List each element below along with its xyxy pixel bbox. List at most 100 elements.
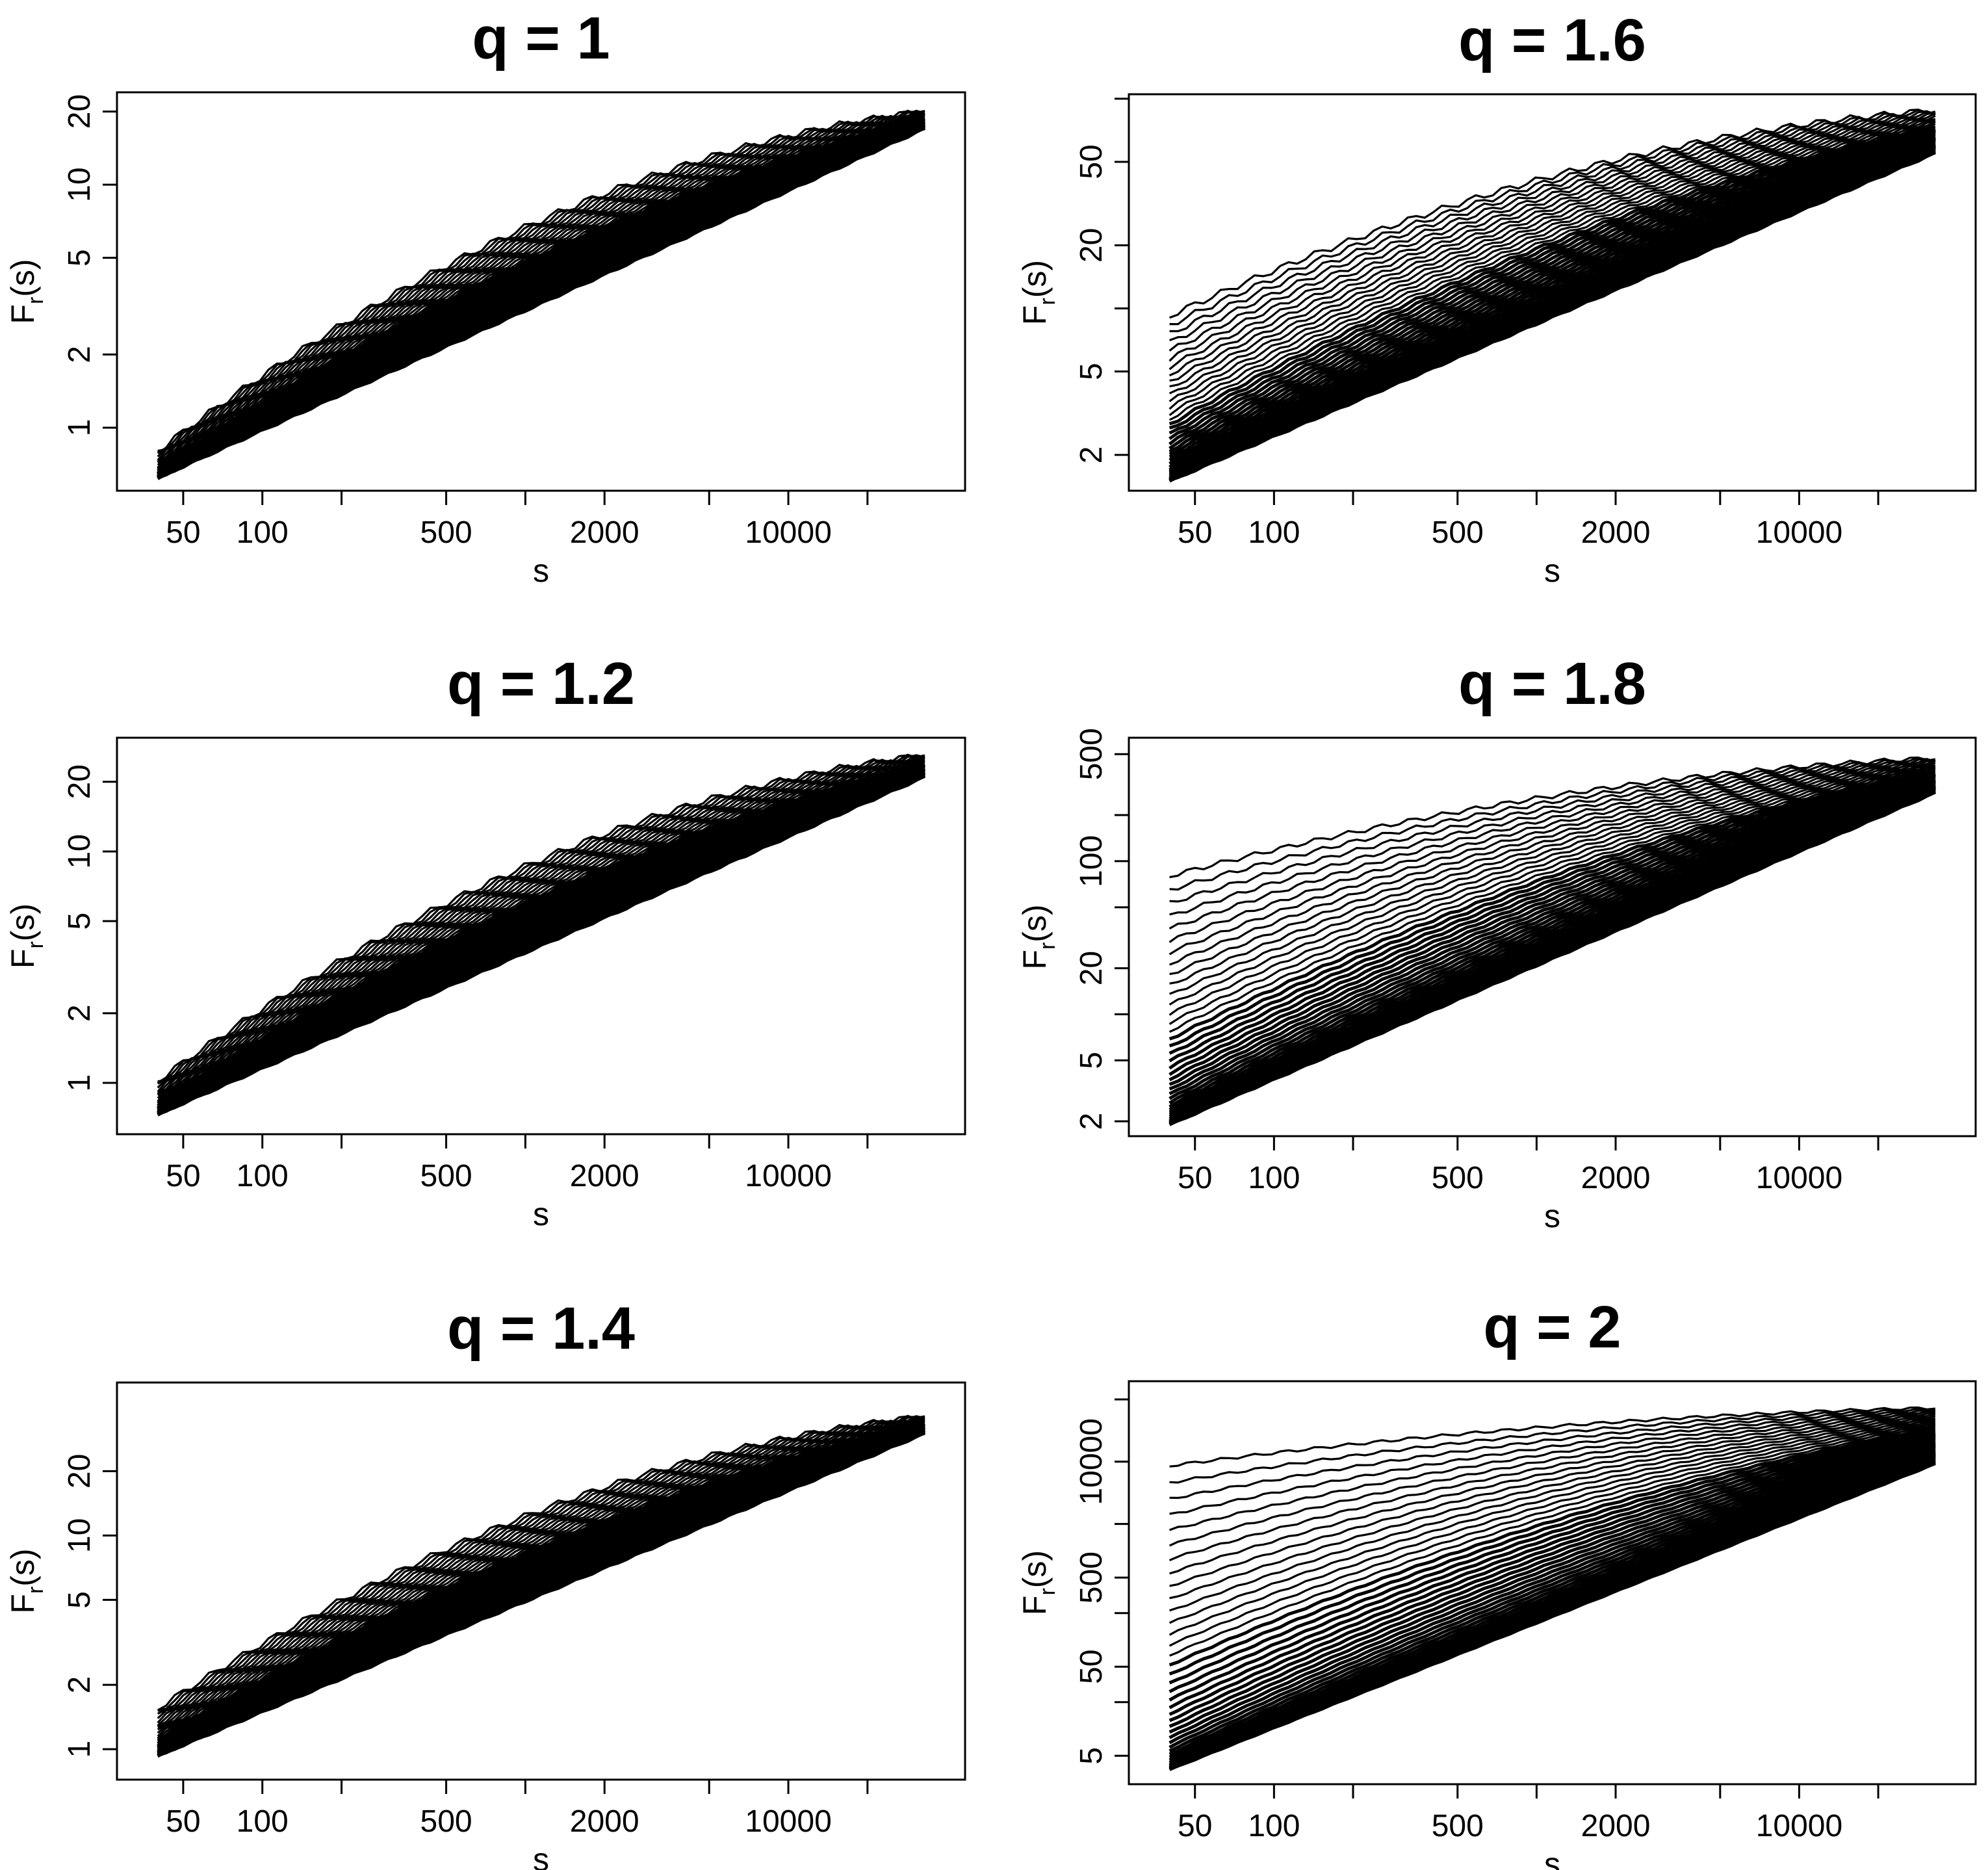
series-line (157, 115, 925, 470)
series-line (1168, 1435, 1936, 1709)
series-lines (157, 1414, 926, 1758)
series-line (1168, 1436, 1936, 1716)
series-line (157, 1420, 925, 1728)
series-line (1168, 760, 1936, 943)
y-axis: 2 5 20 100 500 Fr(s) (1016, 728, 1129, 1130)
y-tick-label: 20 (62, 94, 97, 129)
y-tick-label: 50 (1074, 144, 1109, 179)
series-line (157, 112, 925, 463)
series-line (1168, 146, 1937, 482)
y-axis: 2 5 20 50 Fr(s) (1016, 97, 1129, 463)
series-line (1168, 1431, 1936, 1693)
series-line (1168, 766, 1936, 1006)
series-line (1168, 1438, 1936, 1722)
y-tick-label: 5 (1074, 363, 1109, 380)
plot-box (116, 1381, 966, 1781)
series-line (1168, 1456, 1936, 1769)
series-lines (1168, 756, 1937, 1126)
panel-title: q = 1.2 (447, 651, 635, 717)
series-line (1168, 785, 1936, 1123)
series-line (1168, 1415, 1936, 1561)
series-line (1169, 764, 1936, 966)
series-line (1168, 1423, 1936, 1636)
x-tick-label: 500 (420, 1804, 472, 1839)
plot-box (116, 91, 966, 492)
series-lines (157, 109, 926, 480)
series-line (1168, 138, 1937, 471)
x-tick-label: 100 (1248, 1161, 1300, 1195)
x-axis-label: s (1544, 552, 1560, 589)
x-axis: 50 100 500 2000 10000 s (166, 1134, 869, 1232)
series-line (1168, 771, 1936, 1041)
series-line (1168, 132, 1936, 453)
y-tick-label: 2 (62, 346, 97, 363)
series-line (157, 759, 925, 1102)
series-line (1168, 136, 1936, 469)
series-line (157, 1417, 925, 1726)
series-line (1169, 1407, 1936, 1484)
series-line (1168, 780, 1936, 1108)
series-line (157, 1422, 925, 1740)
series-line (1169, 756, 1936, 879)
x-tick-label: 10000 (1756, 515, 1842, 550)
x-axis: 50 100 500 2000 10000 s (166, 491, 869, 589)
panel-title: q = 1.8 (1458, 651, 1646, 717)
x-axis: 50 100 500 2000 10000 s (1178, 1784, 1879, 1870)
x-tick-label: 10000 (745, 1804, 831, 1839)
series-line (1168, 1439, 1936, 1728)
x-axis: 50 100 500 2000 10000 s (166, 1780, 869, 1870)
series-line (1168, 1443, 1936, 1745)
series-line (1168, 1453, 1936, 1767)
series-line (1168, 1433, 1936, 1702)
series-line (1168, 781, 1936, 1111)
series-line (157, 760, 925, 1104)
panel-4: q = 1.8 50 100 500 2000 10000 s 2 5 20 100 500 Fr(s) (1016, 651, 1977, 1234)
series-line (1168, 120, 1936, 402)
y-tick-label: 10000 (1074, 1418, 1109, 1505)
x-tick-label: 100 (237, 515, 289, 550)
series-line (1168, 1440, 1936, 1734)
series-line (157, 756, 925, 1095)
series-line (157, 768, 926, 1115)
series-line (1168, 134, 1936, 456)
series-line (1169, 764, 1935, 976)
x-tick-label: 10000 (745, 1159, 831, 1193)
y-tick-label: 10 (62, 167, 97, 201)
x-tick-label: 10000 (1756, 1809, 1842, 1843)
y-tick-label: 1 (62, 419, 97, 437)
x-tick-label: 500 (1432, 1161, 1484, 1195)
series-line (1168, 1431, 1936, 1685)
series-line (157, 118, 926, 476)
series-line (157, 759, 925, 1095)
panel-2: q = 1.6 50 100 500 2000 10000 s 2 5 20 50 Fr(s) (1016, 7, 1977, 589)
x-tick-label: 100 (237, 1804, 289, 1839)
series-lines (157, 753, 926, 1117)
y-tick-label: 5 (1074, 1747, 1109, 1765)
y-axis: 1 2 5 10 20 Fr(s) (5, 1454, 117, 1758)
y-tick-label: 10 (62, 834, 97, 868)
panel-title: q = 1 (472, 5, 610, 71)
series-line (157, 1426, 925, 1755)
panel-6: q = 2 50 100 500 2000 10000 s 5 50 500 10000 Fr(s) (1016, 1294, 1977, 1870)
series-line (1169, 1420, 1935, 1600)
y-tick-label: 20 (1074, 228, 1109, 263)
series-line (1168, 1427, 1936, 1657)
panel-3: q = 1.2 50 100 500 2000 10000 s 1 2 5 10 20 Fr(s) (5, 651, 966, 1232)
plot-box (116, 736, 966, 1136)
series-line (1168, 777, 1936, 1086)
series-line (1168, 144, 1937, 481)
x-tick-label: 10000 (1756, 1161, 1842, 1195)
series-line (1168, 141, 1936, 474)
series-line (1169, 1419, 1935, 1587)
x-tick-label: 500 (420, 515, 472, 550)
series-line (1168, 1449, 1936, 1759)
series-line (1168, 1422, 1936, 1624)
y-tick-label: 5 (1074, 1052, 1109, 1069)
series-line (157, 1415, 925, 1711)
series-line (1168, 777, 1936, 1091)
x-axis-label: s (533, 552, 549, 589)
x-axis-label: s (533, 1841, 549, 1870)
y-axis-label: Fr(s) (5, 903, 48, 968)
series-line (1168, 1429, 1936, 1676)
